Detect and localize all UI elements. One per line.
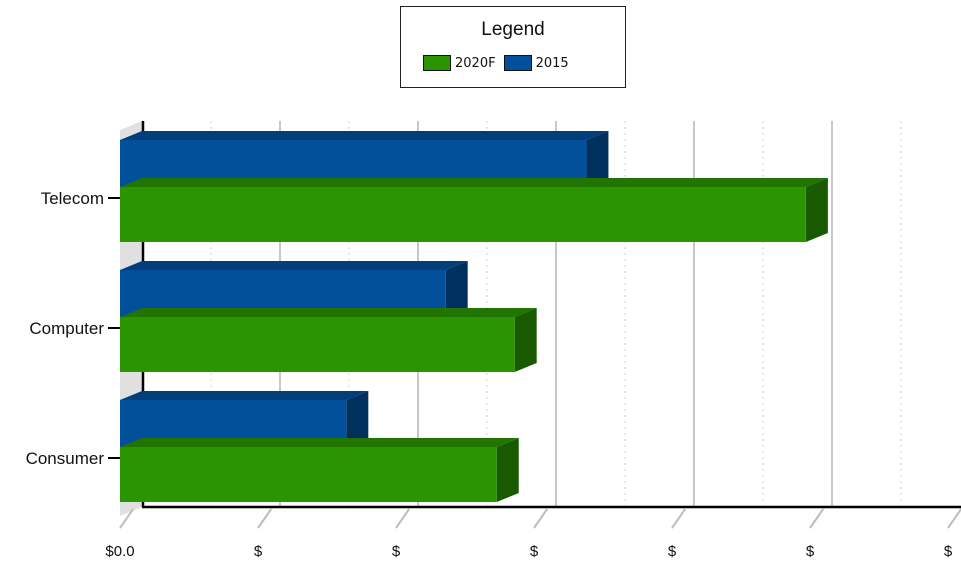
legend-title: Legend [481, 19, 545, 40]
bar-2020f-consumer [120, 447, 497, 502]
legend: Legend 2020F 2015 [400, 6, 626, 88]
bar-top-2020f-computer [120, 308, 537, 317]
bar-side-2020f-computer [514, 308, 537, 372]
x-tick-label: $0.0 [105, 543, 134, 560]
bar-side-2020f-telecom [805, 178, 828, 242]
x-tick-label: $ [530, 543, 539, 560]
x-tick-label: $ [392, 543, 401, 560]
bar-2020f-computer [120, 317, 515, 372]
legend-swatch-2020f [423, 55, 451, 71]
x-tick-mark [947, 508, 961, 529]
legend-swatch-2015 [503, 55, 532, 71]
bar-side-2020f-consumer [496, 438, 519, 502]
bar-2020f-telecom [120, 187, 806, 242]
bar-top-2015-consumer [120, 391, 369, 400]
x-tick-mark [257, 508, 273, 529]
x-tick-mark [395, 508, 411, 529]
y-tick-label: Telecom [41, 189, 104, 208]
legend-label-2015: 2015 [535, 55, 569, 71]
x-tick-label: $ [254, 543, 263, 560]
x-tick-label: $ [806, 543, 815, 560]
x-tick-mark [533, 508, 549, 529]
y-tick-label: Computer [29, 319, 104, 338]
x-tick-label: $ [944, 543, 953, 560]
y-tick-label: Consumer [26, 449, 105, 468]
x-tick-mark [809, 508, 825, 529]
legend-label-2020f: 2020F [455, 55, 496, 71]
bar-top-2015-telecom [120, 131, 609, 140]
legend-items: 2020F 2015 [423, 55, 577, 71]
bar-top-2020f-consumer [120, 438, 519, 447]
x-tick-mark [671, 508, 687, 529]
bar-top-2020f-telecom [120, 178, 828, 187]
x-tick-mark [119, 508, 135, 529]
bar-top-2015-computer [120, 261, 468, 270]
x-tick-label: $ [668, 543, 677, 560]
